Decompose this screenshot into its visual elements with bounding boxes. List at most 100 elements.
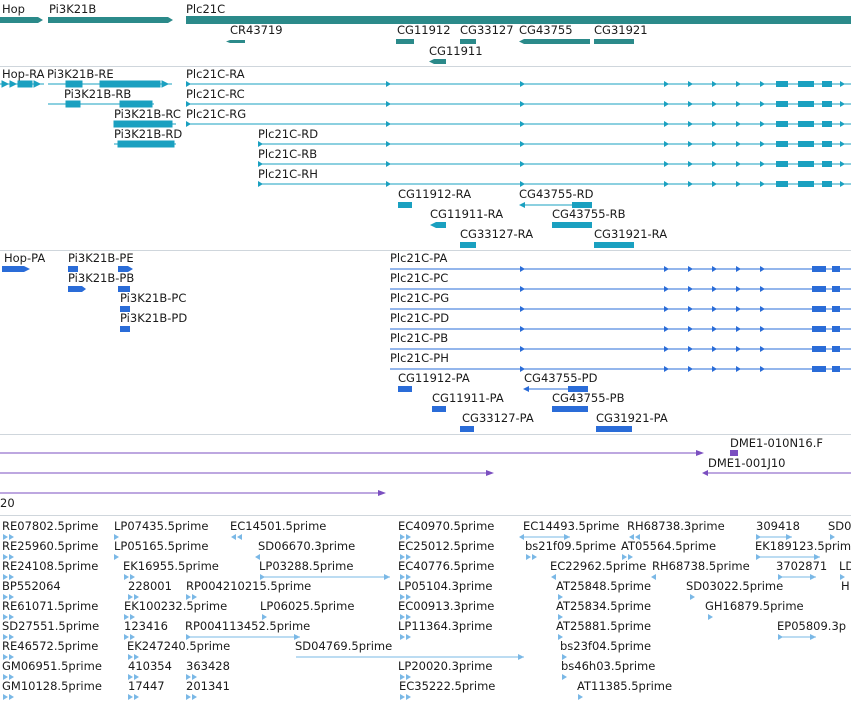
transcript-label[interactable]: Pi3K21B-RD: [114, 127, 183, 141]
est-label[interactable]: 17447: [128, 679, 165, 693]
est-label[interactable]: RH68738.3prime: [627, 519, 725, 533]
est-label[interactable]: RP004210215.5prime: [186, 579, 312, 593]
protein-label[interactable]: Plc21C-PH: [390, 351, 449, 365]
est-label[interactable]: EK189123.5prime: [755, 539, 851, 553]
est-label[interactable]: AT05564.5prime: [621, 539, 717, 553]
protein-label[interactable]: Plc21C-PB: [390, 331, 449, 345]
est-label[interactable]: RE07802.5prime: [2, 519, 99, 533]
gene-label[interactable]: CG11912: [397, 23, 451, 37]
gene-label[interactable]: CG11911: [429, 44, 483, 58]
transcript-label[interactable]: Plc21C-RD: [258, 127, 319, 141]
gene-label[interactable]: Pi3K21B: [49, 2, 97, 16]
transcript-label[interactable]: Pi3K21B-RB: [64, 87, 132, 101]
protein-label[interactable]: CG11911-PA: [432, 391, 504, 405]
transcript-label[interactable]: Pi3K21B-RC: [114, 107, 181, 121]
est-label[interactable]: EC40776.5prime: [398, 559, 495, 573]
est-label[interactable]: 363428: [186, 659, 230, 673]
est-label[interactable]: bs23f04.5prime: [560, 639, 652, 653]
transcript-label[interactable]: Plc21C-RH: [258, 167, 318, 181]
transcript-label[interactable]: Plc21C-RG: [186, 107, 247, 121]
est-label[interactable]: GH16879.5prime: [705, 599, 804, 613]
transcript-label[interactable]: CG11911-RA: [430, 207, 504, 221]
clone-label[interactable]: DME1-001J10: [708, 456, 786, 470]
est-label[interactable]: EC25012.5prime: [398, 539, 495, 553]
est-label[interactable]: LP06025.5prime: [260, 599, 355, 613]
transcript-label[interactable]: CG11912-RA: [398, 187, 472, 201]
est-label[interactable]: SD27551.5prime: [2, 619, 100, 633]
est-label[interactable]: AT25881.5prime: [556, 619, 652, 633]
est-label[interactable]: LP20020.3prime: [398, 659, 493, 673]
transcript-label[interactable]: CG33127-RA: [460, 227, 534, 241]
protein-label[interactable]: Plc21C-PG: [390, 291, 450, 305]
est-label[interactable]: EK100232.5prime: [124, 599, 228, 613]
protein-label[interactable]: CG43755-PD: [524, 371, 598, 385]
transcript-label[interactable]: CG43755-RD: [519, 187, 594, 201]
est-label[interactable]: EC22962.5prime: [550, 559, 647, 573]
transcript-label[interactable]: Hop-RA: [2, 67, 45, 81]
est-label[interactable]: BP552064: [2, 579, 61, 593]
est-label[interactable]: SD03022.5prime: [686, 579, 784, 593]
est-label[interactable]: LP03288.5prime: [259, 559, 354, 573]
est-label[interactable]: LP07435.5prime: [114, 519, 209, 533]
est-label[interactable]: GM06951.5prime: [2, 659, 102, 673]
est-label[interactable]: 123416: [124, 619, 168, 633]
protein-label[interactable]: Plc21C-PA: [390, 251, 448, 265]
est-label[interactable]: EK16955.5prime: [123, 559, 219, 573]
protein-label[interactable]: CG33127-PA: [462, 411, 534, 425]
est-label[interactable]: 410354: [128, 659, 172, 673]
est-label[interactable]: RH68738.5prime: [652, 559, 750, 573]
est-label[interactable]: AT11385.5prime: [577, 679, 673, 693]
protein-label[interactable]: Pi3K21B-PB: [68, 271, 135, 285]
est-label[interactable]: AT25834.5prime: [556, 599, 652, 613]
est-label[interactable]: EC14493.5prime: [523, 519, 620, 533]
transcript-label[interactable]: Plc21C-RB: [258, 147, 318, 161]
est-label[interactable]: SD06670.3prime: [258, 539, 356, 553]
protein-label[interactable]: Pi3K21B-PE: [68, 251, 134, 265]
est-label[interactable]: RP004113452.5prime: [185, 619, 311, 633]
gene-label[interactable]: CG31921: [594, 23, 648, 37]
est-label[interactable]: SD04769.5prime: [295, 639, 393, 653]
est-label[interactable]: EC40970.5prime: [398, 519, 495, 533]
est-label[interactable]: EC14501.5prime: [230, 519, 327, 533]
est-label[interactable]: 309418: [756, 519, 800, 533]
transcript-label[interactable]: CG31921-RA: [594, 227, 668, 241]
est-label[interactable]: SD0: [828, 519, 851, 533]
clone-label[interactable]: DME1-010N16.F: [730, 436, 823, 450]
est-label[interactable]: RE24108.5prime: [2, 559, 99, 573]
protein-label[interactable]: CG43755-PB: [552, 391, 625, 405]
est-label[interactable]: LP05104.3prime: [398, 579, 493, 593]
gene-label[interactable]: Plc21C: [186, 2, 226, 16]
transcript-label[interactable]: Plc21C-RC: [186, 87, 245, 101]
gene-label[interactable]: CG33127: [460, 23, 514, 37]
clone-label[interactable]: 20: [0, 496, 15, 510]
est-label[interactable]: 3702871: [776, 559, 828, 573]
est-label[interactable]: H: [841, 579, 850, 593]
est-label[interactable]: bs46h03.5prime: [561, 659, 656, 673]
est-label[interactable]: LD: [839, 559, 851, 573]
transcript-label[interactable]: Pi3K21B-RE: [47, 67, 114, 81]
gene-label[interactable]: CR43719: [230, 23, 283, 37]
protein-label[interactable]: Plc21C-PD: [390, 311, 450, 325]
est-label[interactable]: LP05165.5prime: [114, 539, 209, 553]
est-label[interactable]: EC00913.3prime: [398, 599, 495, 613]
est-label[interactable]: AT25848.5prime: [556, 579, 652, 593]
protein-label[interactable]: Pi3K21B-PC: [120, 291, 187, 305]
est-label[interactable]: RE25960.5prime: [2, 539, 99, 553]
transcript-label[interactable]: Plc21C-RA: [186, 67, 245, 81]
est-label[interactable]: GM10128.5prime: [2, 679, 102, 693]
est-label[interactable]: EP05809.3p: [777, 619, 847, 633]
protein-label[interactable]: CG31921-PA: [596, 411, 668, 425]
est-label[interactable]: 201341: [186, 679, 230, 693]
protein-label[interactable]: Pi3K21B-PD: [120, 311, 188, 325]
est-label[interactable]: RE61071.5prime: [2, 599, 99, 613]
est-label[interactable]: EC35222.5prime: [399, 679, 496, 693]
protein-label[interactable]: Plc21C-PC: [390, 271, 449, 285]
gene-label[interactable]: CG43755: [519, 23, 573, 37]
est-label[interactable]: RE46572.5prime: [2, 639, 99, 653]
gene-label[interactable]: Hop: [2, 2, 25, 16]
est-label[interactable]: EK247240.5prime: [127, 639, 231, 653]
est-label[interactable]: LP11364.3prime: [398, 619, 493, 633]
est-label[interactable]: bs21f09.5prime: [525, 539, 617, 553]
protein-label[interactable]: Hop-PA: [4, 251, 46, 265]
protein-label[interactable]: CG11912-PA: [398, 371, 470, 385]
